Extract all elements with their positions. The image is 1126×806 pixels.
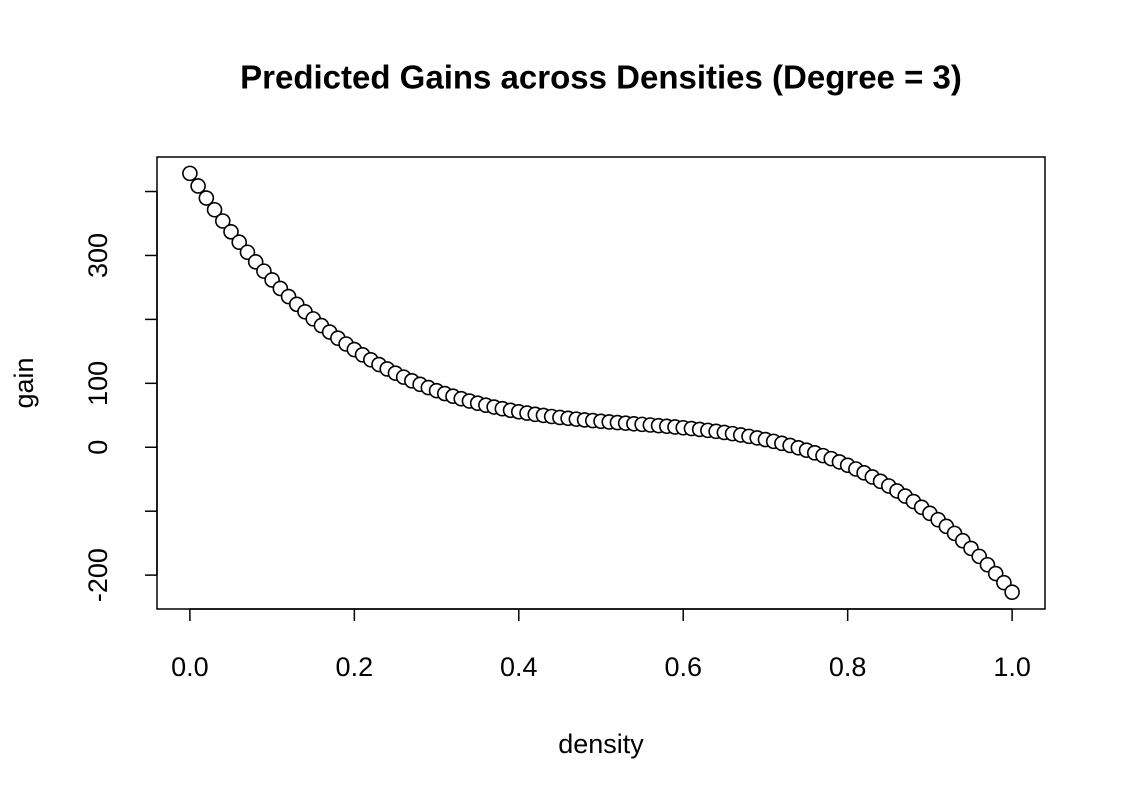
- point: [1004, 584, 1020, 600]
- y-tick-label: -200: [83, 548, 113, 602]
- point: [223, 224, 239, 240]
- point: [231, 234, 248, 251]
- plot-box: [156, 156, 1046, 610]
- point: [190, 178, 206, 194]
- x-tick-label: 0.8: [829, 652, 867, 682]
- point: [198, 190, 215, 206]
- x-tick-label: 0.4: [500, 652, 538, 682]
- y-axis-label: gain: [9, 357, 39, 408]
- chart-title: Predicted Gains across Densities (Degree…: [240, 59, 962, 96]
- x-tick-label: 1.0: [993, 652, 1031, 682]
- y-tick-label: 300: [83, 233, 113, 278]
- x-tick-label: 0.6: [664, 652, 702, 682]
- point: [214, 213, 231, 229]
- point: [206, 201, 223, 218]
- x-axis-label: density: [558, 729, 644, 759]
- point: [182, 165, 198, 182]
- x-tick-label: 0.0: [171, 652, 209, 682]
- y-tick-label: 0: [83, 440, 113, 455]
- x-tick-label: 0.2: [336, 652, 374, 682]
- y-tick-label: 100: [83, 361, 113, 406]
